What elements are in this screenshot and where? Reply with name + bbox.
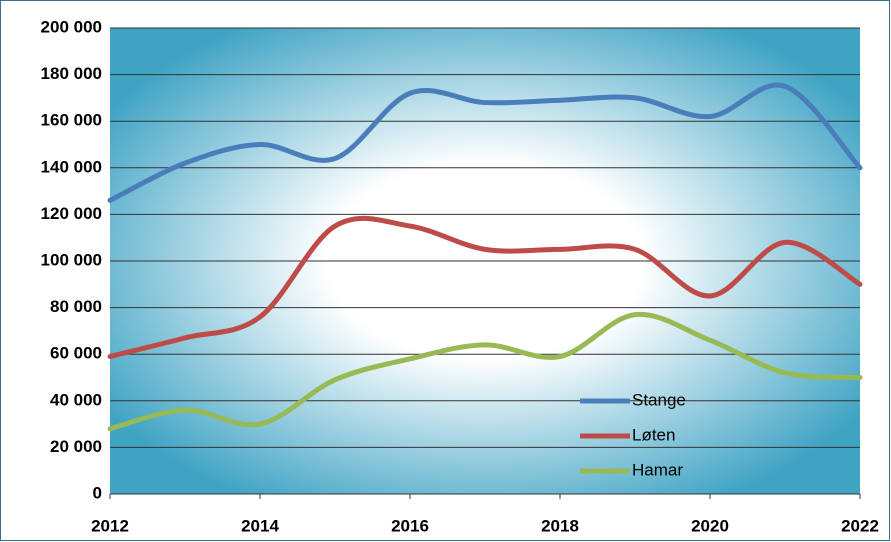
y-tick-label: 160 000 — [41, 111, 102, 130]
series-line — [107, 82, 863, 203]
y-tick-label: 140 000 — [41, 157, 102, 176]
series-line — [107, 215, 863, 360]
x-tick-label: 2016 — [391, 516, 429, 535]
y-tick-label: 80 000 — [50, 297, 102, 316]
y-tick-label: 0 — [93, 483, 102, 502]
y-tick-label: 40 000 — [50, 390, 102, 409]
y-tick-label: 20 000 — [50, 437, 102, 456]
y-tick-label: 180 000 — [41, 64, 102, 83]
y-tick-label: 60 000 — [50, 344, 102, 363]
y-tick-label: 100 000 — [41, 250, 102, 269]
legend-label: Løten — [632, 425, 675, 444]
x-tick-label: 2018 — [541, 516, 579, 535]
x-tick-label: 2022 — [841, 516, 879, 535]
y-tick-label: 200 000 — [41, 17, 102, 36]
legend-label: Hamar — [632, 460, 683, 479]
x-tick-label: 2020 — [691, 516, 729, 535]
y-tick-label: 120 000 — [41, 204, 102, 223]
series-line — [107, 311, 863, 432]
legend-label: Stange — [632, 390, 686, 409]
x-tick-label: 2012 — [91, 516, 129, 535]
x-tick-label: 2014 — [241, 516, 279, 535]
